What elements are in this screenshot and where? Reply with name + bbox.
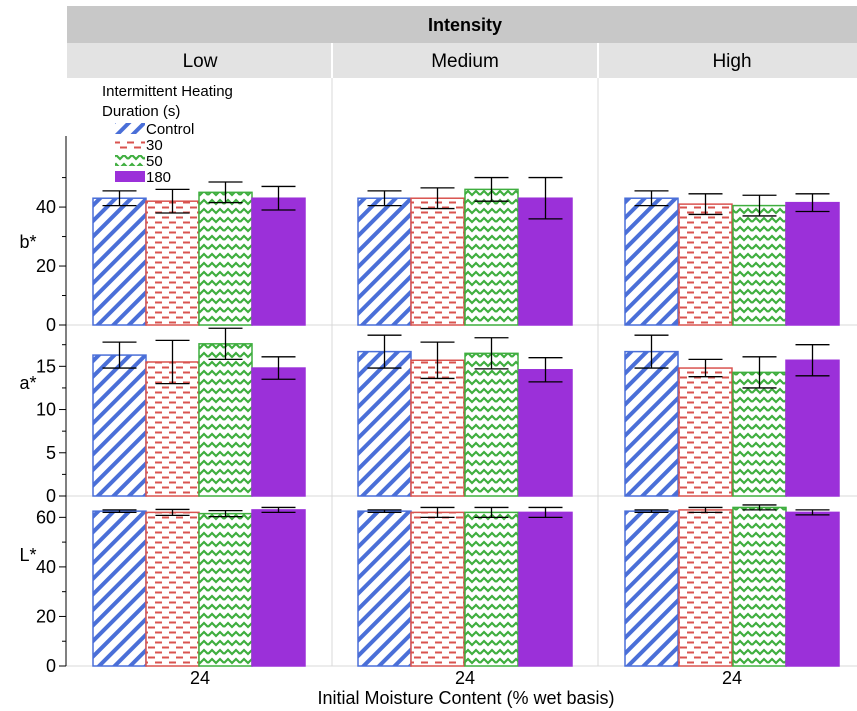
y-axis-label: a* [19, 373, 36, 393]
bar-control [624, 510, 679, 667]
y-tick-label: 0 [46, 486, 56, 506]
y-tick-label: 60 [36, 507, 56, 527]
bar-d180 [785, 511, 840, 667]
bar-d180 [518, 511, 573, 667]
bar-d30 [410, 511, 465, 667]
y-tick-label: 10 [36, 400, 56, 420]
bar-d180 [518, 369, 573, 497]
legend: Intermittent Heating Duration (s) Contro… [102, 83, 233, 186]
y-axis-label: b* [19, 232, 36, 252]
bar-control [92, 510, 147, 667]
legend-swatch-30 [115, 139, 145, 150]
bar-d50 [732, 506, 787, 667]
bar-d50 [198, 512, 253, 667]
level-label-medium: Medium [431, 51, 499, 72]
x-tick-label-medium: 24 [455, 668, 475, 688]
legend-title-line1: Intermittent Heating [102, 83, 233, 100]
y-tick-label: 5 [46, 443, 56, 463]
bar-d30 [145, 511, 200, 667]
bar-control [357, 510, 412, 667]
y-tick-label: 0 [46, 315, 56, 335]
bar-d30 [410, 197, 465, 326]
bar-d180 [251, 197, 306, 326]
bar-d50 [198, 191, 253, 326]
level-band [67, 43, 857, 78]
bar-d180 [251, 509, 306, 667]
x-tick-label-high: 24 [722, 668, 742, 688]
legend-swatch-180 [115, 171, 145, 182]
chart-title: Intensity [428, 15, 502, 35]
legend-label-180: 180 [146, 169, 171, 186]
bar-d180 [251, 367, 306, 497]
legend-title-line2: Duration (s) [102, 103, 180, 120]
y-tick-label: 20 [36, 606, 56, 626]
y-tick-label: 40 [36, 197, 56, 217]
y-tick-label: 40 [36, 557, 56, 577]
legend-label-50: 50 [146, 153, 163, 170]
bar-control [357, 350, 412, 497]
bar-d50 [732, 371, 787, 497]
x-axis-label: Initial Moisture Content (% wet basis) [317, 688, 614, 708]
bar-d30 [678, 509, 733, 667]
x-tick-label-low: 24 [190, 668, 210, 688]
bar-d30 [410, 359, 465, 497]
bar-d50 [732, 204, 787, 326]
bar-control [92, 197, 147, 326]
y-tick-label: 20 [36, 256, 56, 276]
legend-swatch-control [115, 123, 145, 134]
bar-d30 [145, 200, 200, 326]
bar-d30 [678, 203, 733, 326]
legend-label-control: Control [146, 121, 194, 138]
y-tick-label: 0 [46, 656, 56, 676]
legend-label-30: 30 [146, 137, 163, 154]
title-band [67, 6, 857, 43]
level-label-low: Low [183, 51, 218, 72]
legend-swatch-50 [115, 155, 145, 166]
bar-control [357, 197, 412, 326]
bar-d50 [464, 511, 519, 667]
bar-control [92, 354, 147, 497]
bar-d30 [145, 361, 200, 497]
bar-d30 [678, 367, 733, 497]
bar-d180 [785, 201, 840, 326]
y-axis-label: L* [19, 545, 36, 565]
bar-d180 [785, 359, 840, 497]
bar-d50 [198, 343, 253, 497]
level-label-high: High [712, 51, 751, 72]
bar-d50 [464, 188, 519, 326]
bar-control [624, 350, 679, 497]
bar-control [624, 197, 679, 326]
y-tick-label: 15 [36, 356, 56, 376]
bar-d50 [464, 352, 519, 497]
